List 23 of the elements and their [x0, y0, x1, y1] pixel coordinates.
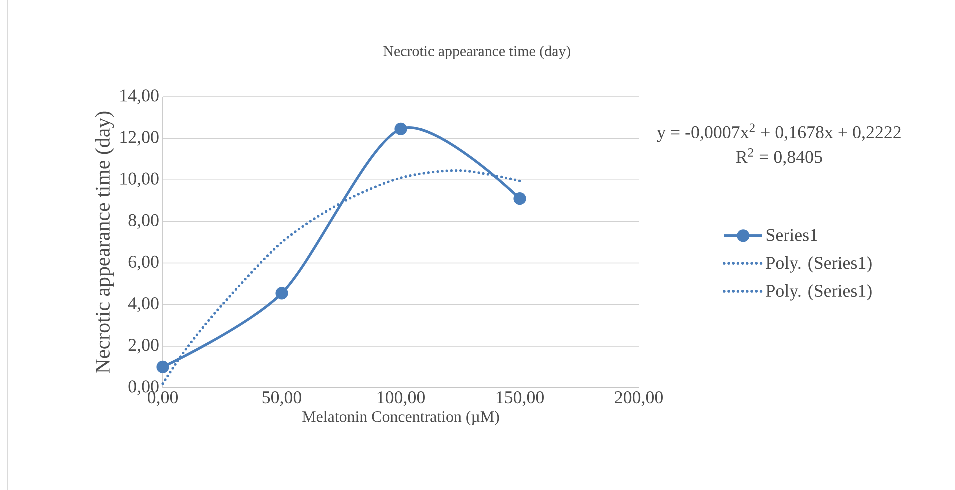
text: y = -0,0007x$^{2}$ + 0,1678x + 0,2222 — [657, 124, 901, 142]
y-tick-label: 8,00 — [128, 214, 159, 230]
legend-label: Poly. (Series1) — [766, 256, 872, 273]
text: R$^{2}$ = 0,8405 — [736, 148, 822, 166]
legend-label: Poly. (Series1) — [766, 284, 872, 301]
y-axis-title: Necrotic appearance time (day) — [95, 112, 114, 374]
x-axis-title: Melatonin Concentration (µM) — [302, 411, 500, 426]
point — [156, 360, 170, 374]
point — [514, 192, 526, 206]
x-tick-label: 50,00 — [262, 392, 302, 406]
y-tick-label: 4,00 — [128, 298, 159, 312]
y-tick-label: 14,00 — [120, 90, 159, 104]
y-tick-label: 12,00 — [120, 131, 159, 146]
legend-label: Series1 — [766, 229, 818, 242]
y-tick-label: 6,00 — [128, 256, 159, 271]
x-tick-label: 200,00 — [615, 392, 663, 406]
chart-title: Necrotic appearance time (day) — [384, 46, 570, 60]
point — [276, 287, 288, 300]
y-tick-label: 2,00 — [128, 339, 159, 354]
y-tick-label: 10,00 — [120, 172, 159, 188]
point — [394, 122, 408, 136]
x-tick-label: 150,00 — [496, 392, 544, 406]
x-tick-label: 100,00 — [378, 392, 425, 406]
